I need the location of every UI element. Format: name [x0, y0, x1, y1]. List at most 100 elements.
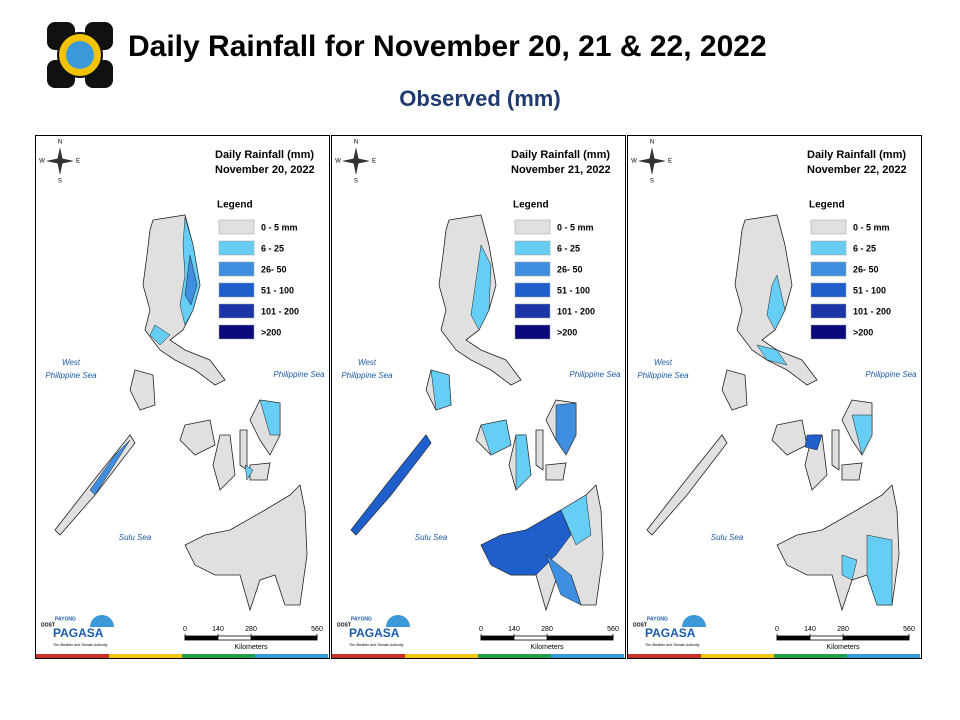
logo-umbrella	[90, 615, 114, 627]
color-strip	[109, 654, 182, 658]
scale-segment	[777, 636, 810, 640]
legend-title: Legend	[513, 200, 549, 211]
logo-prefix: DOST	[41, 622, 55, 628]
scale-label: 0	[775, 626, 779, 633]
rainfall-area	[851, 414, 873, 456]
color-strip	[847, 654, 920, 658]
legend-swatch	[514, 282, 551, 298]
compass-n: N	[58, 140, 62, 146]
scale-label: 0	[479, 626, 483, 633]
scale-label: 140	[212, 626, 224, 633]
map-date: November 20, 2022	[215, 164, 315, 176]
color-strip	[405, 654, 478, 658]
logo-umbrella	[682, 615, 706, 627]
sea-label: Philippine Sea	[865, 370, 917, 379]
legend-label: >200	[853, 327, 873, 337]
scale-label: 140	[804, 626, 816, 633]
island	[771, 419, 808, 456]
rainfall-area	[470, 244, 492, 331]
rainfall-area	[430, 369, 452, 411]
legend-label: 0 - 5 mm	[853, 222, 890, 232]
island	[831, 429, 840, 471]
legend-label: 26- 50	[853, 264, 879, 274]
logo-prefix: DOST	[633, 622, 647, 628]
compass-s: S	[650, 179, 654, 185]
map-title: Daily Rainfall (mm)	[215, 149, 314, 161]
legend-label: 6 - 25	[261, 243, 284, 253]
logo-motto: The Weather and Climate Authority	[349, 643, 404, 647]
scale-label: 560	[903, 626, 915, 633]
legend-label: >200	[557, 327, 577, 337]
logo-brand: PAGASA	[349, 626, 400, 640]
rainfall-area	[766, 274, 786, 331]
scale-unit: Kilometers	[234, 644, 268, 651]
sea-label: Philippine Sea	[569, 370, 621, 379]
scale-label: 0	[183, 626, 187, 633]
logo-brand: PAGASA	[53, 626, 104, 640]
legend-swatch	[218, 324, 255, 340]
sea-label: West	[358, 358, 377, 367]
map-panel: N S W E Daily Rainfall (mm) November 22, 2022…	[627, 135, 922, 659]
legend-swatch	[810, 324, 847, 340]
sea-label: Philippine Sea	[637, 371, 689, 380]
legend-swatch	[514, 219, 551, 235]
color-strip	[36, 654, 109, 658]
rainfall-area	[259, 399, 281, 436]
agency-logo	[47, 22, 113, 88]
legend-swatch	[218, 219, 255, 235]
logo-brand: PAGASA	[645, 626, 696, 640]
map-panel: N S W E Daily Rainfall (mm) November 21, 2022…	[331, 135, 626, 659]
color-strip	[478, 654, 551, 658]
compass-s: S	[354, 179, 358, 185]
legend-swatch	[810, 219, 847, 235]
rainfall-area	[545, 554, 582, 606]
scale-unit: Kilometers	[530, 644, 564, 651]
scale-label: 280	[837, 626, 849, 633]
legend-label: 101 - 200	[853, 306, 891, 316]
map-date: November 22, 2022	[807, 164, 907, 176]
island	[841, 462, 863, 481]
legend-swatch	[514, 324, 551, 340]
legend-label: 26- 50	[557, 264, 583, 274]
island	[239, 429, 248, 471]
compass-w: W	[335, 159, 341, 165]
color-strip	[182, 654, 255, 658]
logo-tag: PAYONG	[647, 616, 668, 622]
logo-motto: The Weather and Climate Authority	[645, 643, 700, 647]
legend-label: 51 - 100	[853, 285, 886, 295]
logo-umbrella	[386, 615, 410, 627]
legend-label: 51 - 100	[261, 285, 294, 295]
legend-label: 26- 50	[261, 264, 287, 274]
legend-title: Legend	[809, 200, 845, 211]
rainfall-area	[804, 434, 823, 451]
logo-tag: PAYONG	[351, 616, 372, 622]
logo-motto: The Weather and Climate Authority	[53, 643, 108, 647]
sea-label: West	[62, 358, 81, 367]
compass-rose	[46, 158, 74, 164]
legend-label: 6 - 25	[557, 243, 580, 253]
rainfall-area	[866, 534, 893, 606]
rainfall-area	[149, 324, 171, 346]
scale-segment	[547, 636, 613, 640]
legend-swatch	[810, 240, 847, 256]
legend-swatch	[218, 282, 255, 298]
legend-swatch	[514, 303, 551, 319]
legend-swatch	[810, 282, 847, 298]
compass-e: E	[372, 159, 376, 165]
rainfall-area	[555, 402, 577, 456]
scale-segment	[843, 636, 909, 640]
logo-prefix: DOST	[337, 622, 351, 628]
sea-label: Sulu Sea	[415, 533, 448, 542]
rainfall-area	[480, 419, 512, 456]
legend-label: 0 - 5 mm	[261, 222, 298, 232]
sea-label: Philippine Sea	[45, 371, 97, 380]
island	[212, 434, 236, 491]
scale-label: 140	[508, 626, 520, 633]
legend-swatch	[810, 303, 847, 319]
sea-label: Philippine Sea	[341, 371, 393, 380]
sea-label: West	[654, 358, 673, 367]
color-strip	[551, 654, 624, 658]
island	[721, 369, 748, 411]
legend-label: >200	[261, 327, 281, 337]
